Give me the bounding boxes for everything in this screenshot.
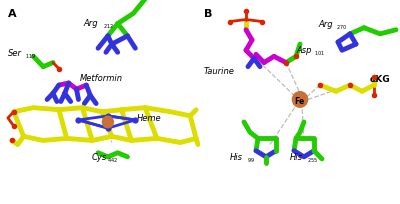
Text: Metformin: Metformin [80, 74, 122, 83]
Text: His: His [230, 152, 243, 161]
Text: αKG: αKG [370, 75, 391, 84]
Text: Taurine: Taurine [204, 67, 235, 75]
Text: $_{101}$: $_{101}$ [314, 50, 324, 58]
Text: Fe: Fe [294, 96, 305, 105]
Text: $_{212}$: $_{212}$ [103, 23, 114, 31]
Text: $_{255}$: $_{255}$ [307, 156, 318, 164]
Text: $_{270}$: $_{270}$ [336, 23, 347, 31]
Text: Asp: Asp [296, 46, 312, 55]
Text: $_{99}$: $_{99}$ [247, 156, 255, 164]
Text: Arg: Arg [83, 19, 98, 28]
Text: $_{442}$: $_{442}$ [108, 156, 118, 164]
Text: Ser: Ser [8, 49, 22, 58]
Text: Cys: Cys [91, 152, 106, 161]
Text: B: B [204, 9, 212, 19]
Circle shape [102, 117, 113, 128]
Text: A: A [8, 9, 16, 19]
Circle shape [292, 92, 308, 108]
Text: His: His [290, 152, 303, 161]
Text: Heme: Heme [137, 113, 162, 122]
Text: $_{119}$: $_{119}$ [25, 53, 36, 61]
Text: Arg: Arg [318, 20, 333, 29]
